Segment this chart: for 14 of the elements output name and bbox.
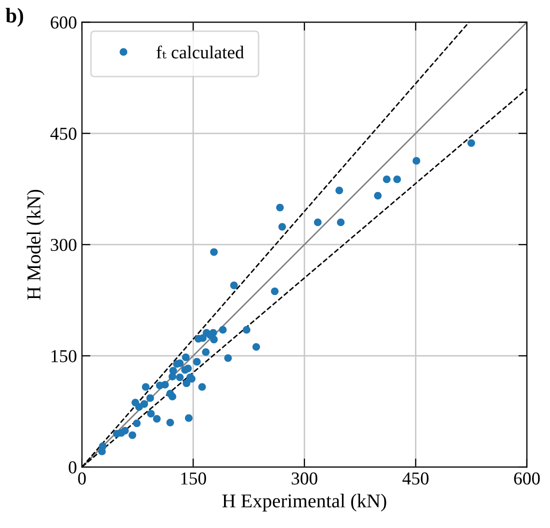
- legend-label: fₜ calculated: [156, 46, 244, 58]
- x-tick-label: 0: [78, 472, 86, 485]
- x-tick-label: 450: [402, 472, 429, 485]
- y-axis-title: H Model (kN): [26, 190, 44, 300]
- y-tick-label: 600: [50, 16, 76, 29]
- x-tick-label: 600: [514, 472, 540, 485]
- y-tick-label: 450: [50, 128, 76, 140]
- x-tick-label: 300: [292, 472, 318, 485]
- y-tick-label: 0: [68, 461, 76, 474]
- y-tick-label: 150: [52, 350, 76, 362]
- x-axis-title: H Experimental (kN): [222, 494, 386, 512]
- text: b): [6, 8, 24, 27]
- y-tick-label: 300: [50, 238, 76, 252]
- x-tick-label: 150: [181, 472, 206, 485]
